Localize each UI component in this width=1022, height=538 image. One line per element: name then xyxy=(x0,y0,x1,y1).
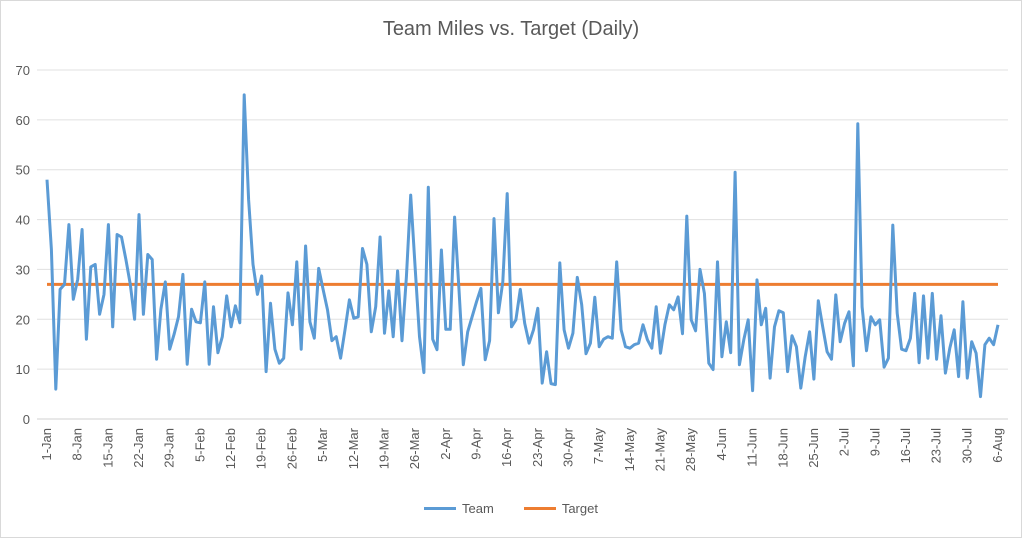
x-tick-label: 22-Jan xyxy=(131,428,146,468)
legend-label-target: Target xyxy=(561,501,598,516)
legend-swatch-team xyxy=(424,507,457,510)
y-tick-label: 30 xyxy=(16,262,30,277)
x-tick-label: 12-Feb xyxy=(223,428,238,469)
x-tick-label: 8-Jan xyxy=(70,428,85,461)
x-tick-label: 9-Jul xyxy=(867,428,882,456)
x-tick-label: 23-Apr xyxy=(530,427,545,467)
x-tick-label: 2-Jul xyxy=(837,428,852,456)
x-tick-label: 14-May xyxy=(622,428,637,472)
x-tick-label: 25-Jun xyxy=(806,428,821,468)
x-tick-label: 2-Apr xyxy=(438,427,453,459)
legend-label-team: Team xyxy=(462,501,494,516)
x-tick-label: 15-Jan xyxy=(100,428,115,468)
x-tick-label: 12-Mar xyxy=(346,427,361,469)
legend-item-team: Team xyxy=(424,501,494,516)
x-tick-label: 26-Mar xyxy=(407,427,422,469)
x-tick-label: 7-May xyxy=(591,428,606,465)
x-tick-label: 19-Mar xyxy=(376,427,391,469)
x-tick-label: 21-May xyxy=(653,428,668,472)
y-tick-label: 40 xyxy=(16,213,30,228)
x-tick-label: 23-Jul xyxy=(929,428,944,464)
x-tick-label: 30-Jul xyxy=(959,428,974,464)
x-tick-label: 5-Feb xyxy=(192,428,207,462)
x-tick-label: 30-Apr xyxy=(561,427,576,467)
x-tick-label: 29-Jan xyxy=(162,428,177,468)
y-tick-label: 70 xyxy=(16,63,30,78)
y-tick-label: 10 xyxy=(16,362,30,377)
x-tick-label: 9-Apr xyxy=(468,427,483,459)
x-tick-label: 28-May xyxy=(683,428,698,472)
chart-title: Team Miles vs. Target (Daily) xyxy=(382,18,640,40)
legend-swatch-target xyxy=(523,507,556,510)
x-tick-label: 16-Apr xyxy=(499,427,514,467)
x-tick-label: 26-Feb xyxy=(284,428,299,469)
y-tick-label: 60 xyxy=(16,113,30,128)
x-tick-label: 4-Jun xyxy=(714,428,729,461)
legend-item-target: Target xyxy=(523,501,598,516)
y-tick-label: 20 xyxy=(16,312,30,327)
y-tick-label: 0 xyxy=(23,412,30,427)
x-tick-label: 16-Jul xyxy=(898,428,913,464)
y-tick-label: 50 xyxy=(16,163,30,178)
x-tick-label: 6-Aug xyxy=(990,428,1005,463)
legend: Team Target xyxy=(0,501,1022,516)
team-line xyxy=(45,93,1000,399)
x-tick-label: 19-Feb xyxy=(254,428,269,469)
x-tick-label: 1-Jan xyxy=(39,428,54,461)
x-tick-label: 5-Mar xyxy=(315,427,330,462)
x-tick-label: 11-Jun xyxy=(745,428,760,467)
x-tick-label: 18-Jun xyxy=(775,428,790,468)
